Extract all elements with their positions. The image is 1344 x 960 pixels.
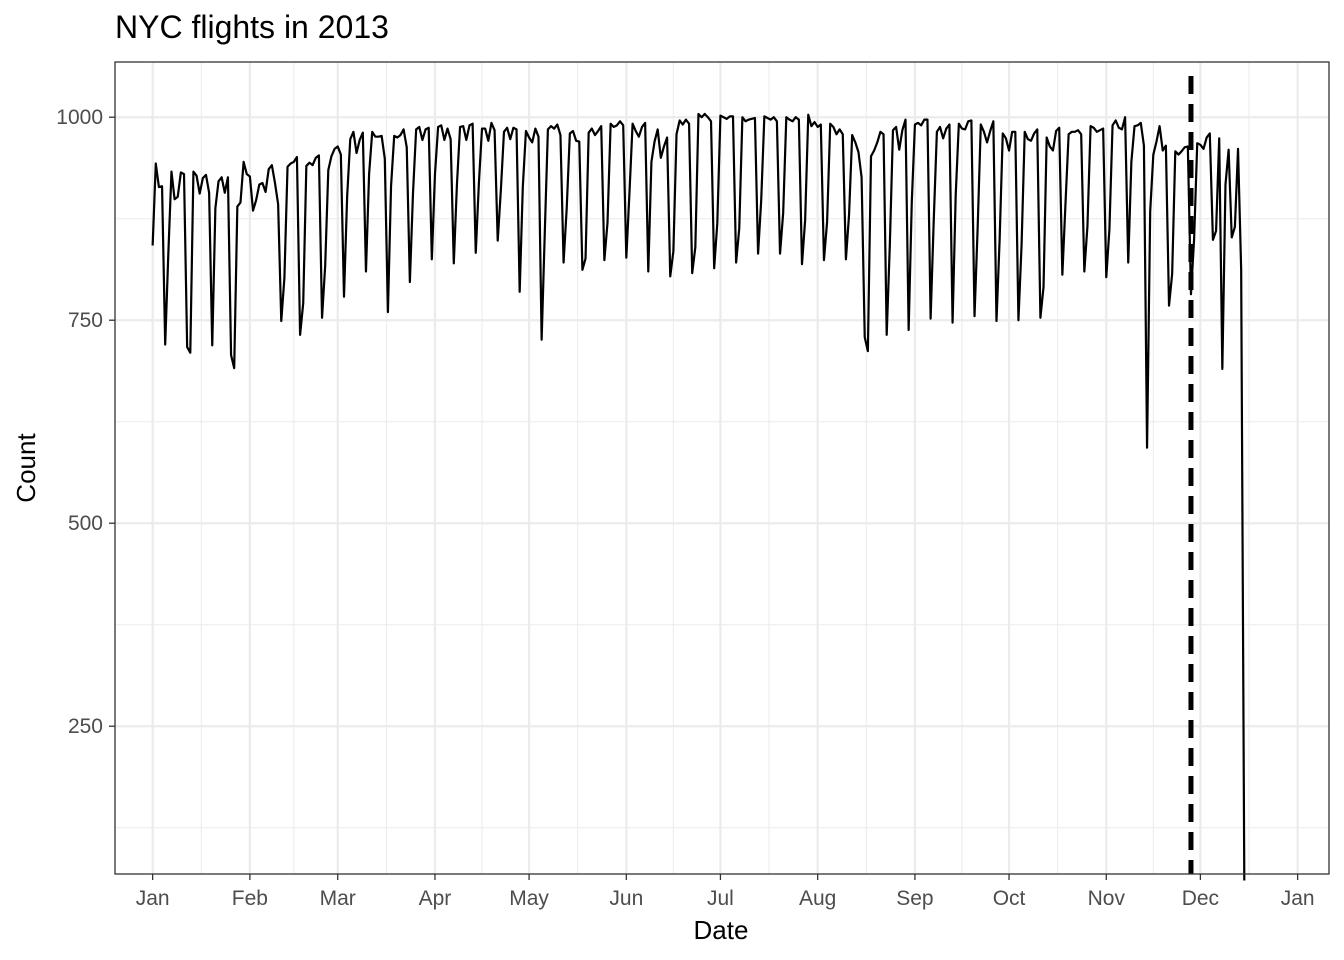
- x-tick-label: Nov: [1088, 887, 1126, 910]
- x-axis: Jan Feb Mar Apr May Jun Jul Aug Sep Oct Nov Dec Jan: [136, 874, 1315, 910]
- x-tick-label: Jun: [609, 887, 643, 910]
- x-tick-label: Mar: [320, 887, 356, 910]
- y-tick-label: 1000: [56, 106, 103, 129]
- minor-x-gridlines: [200, 62, 1250, 874]
- x-tick-label: Dec: [1182, 887, 1219, 910]
- chart-title: NYC flights in 2013: [115, 9, 389, 45]
- x-tick-label: Apr: [419, 887, 452, 910]
- x-tick-label: Jan: [136, 887, 170, 910]
- x-tick-label: Aug: [799, 887, 836, 910]
- y-tick-label: 500: [68, 512, 103, 535]
- panel-border: [114, 61, 1330, 875]
- x-tick-label: Sep: [896, 887, 933, 910]
- y-axis-title: Count: [11, 433, 41, 503]
- x-tick-label: Jan: [1281, 887, 1315, 910]
- x-tick-label: Feb: [232, 887, 268, 910]
- x-tick-label: May: [509, 887, 549, 910]
- y-tick-label: 250: [68, 715, 103, 738]
- x-tick-label: Jul: [707, 887, 734, 910]
- y-tick-label: 750: [68, 309, 103, 332]
- y-axis: 250 500 750 1000: [56, 106, 115, 738]
- daily-flight-count-line: [151, 112, 1246, 881]
- x-tick-label: Oct: [993, 887, 1026, 910]
- x-axis-title: Date: [694, 915, 749, 945]
